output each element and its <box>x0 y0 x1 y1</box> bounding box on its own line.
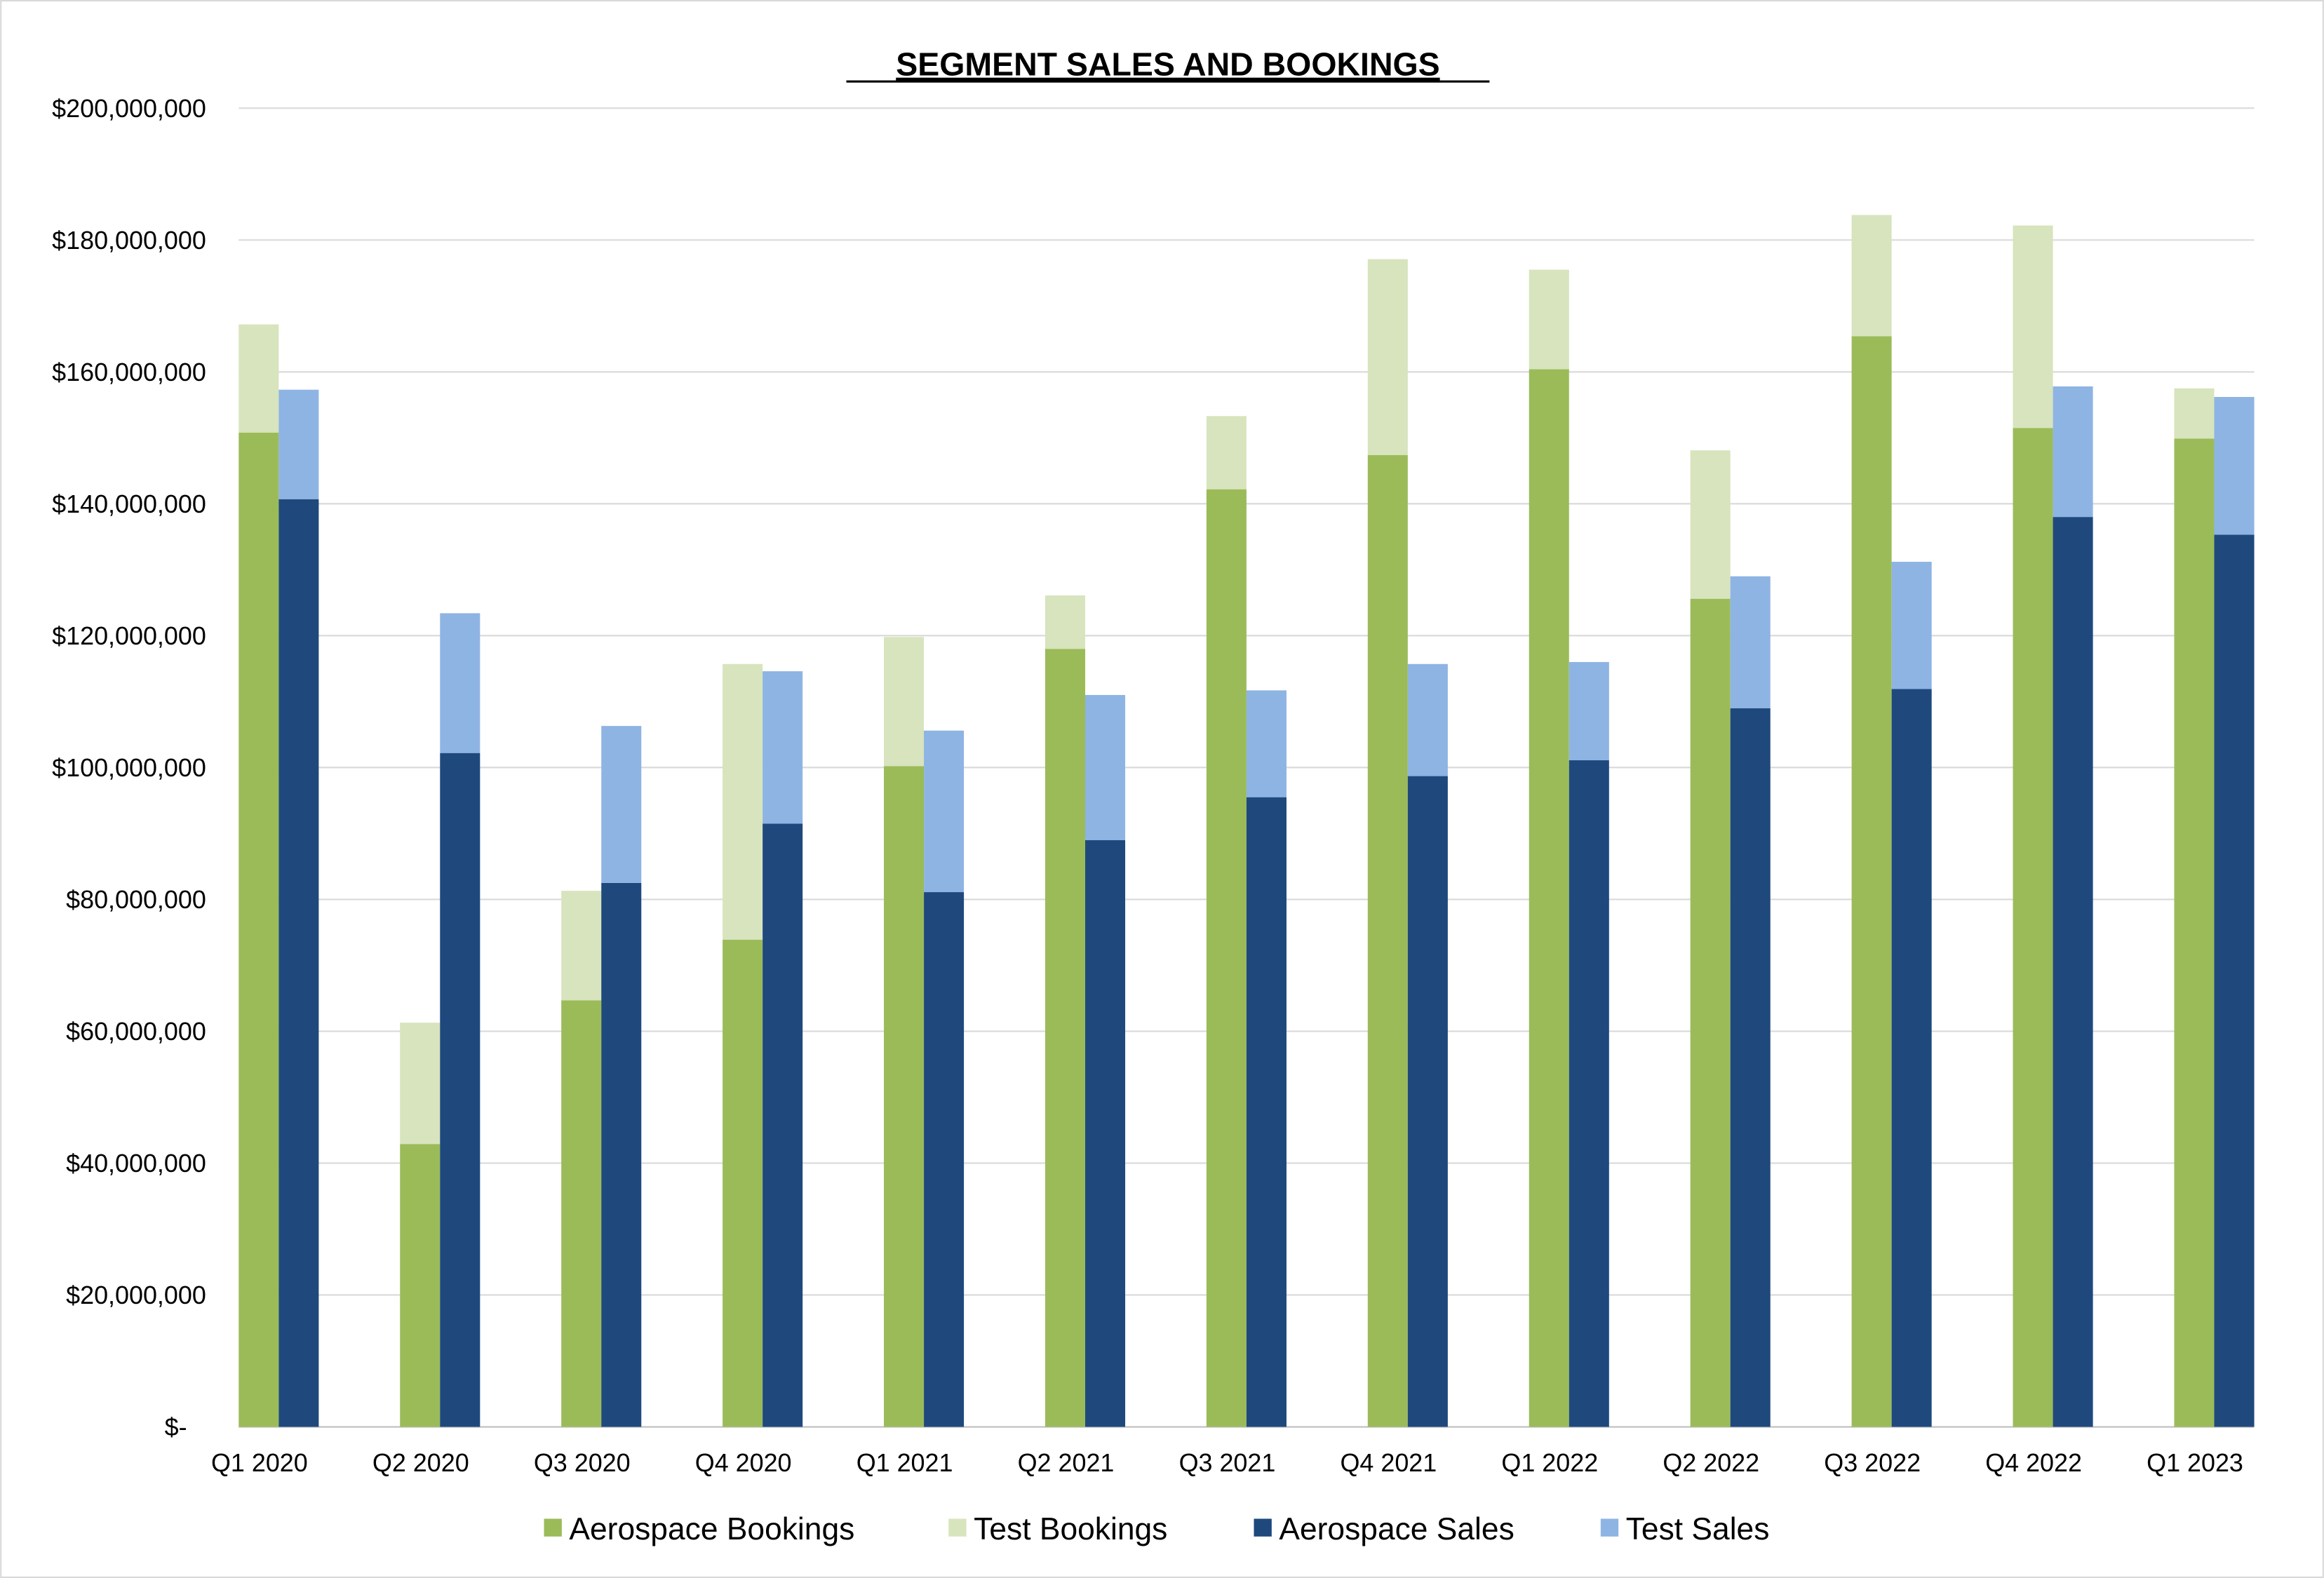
legend-item: Test Sales <box>1600 1512 1770 1546</box>
bar-aerospace-bookings <box>1690 598 1731 1427</box>
bar-aerospace-sales <box>601 882 642 1427</box>
bar-test-sales <box>1084 694 1126 840</box>
bar-test-bookings <box>2174 388 2215 439</box>
bar-test-bookings <box>1690 450 1731 599</box>
y-axis-tick-labels: $- $20,000,000 $40,000,000 $60,000,000 $80,0… <box>52 94 206 1441</box>
bar-aerospace-sales <box>1569 760 1609 1427</box>
bar-test-sales <box>278 389 319 499</box>
bar-aerospace-sales <box>1891 689 1932 1427</box>
bar-aerospace-bookings <box>239 432 279 1427</box>
legend-swatch <box>948 1518 967 1537</box>
bar-test-bookings <box>1529 269 1569 370</box>
x-tick-label: Q3 2021 <box>1179 1448 1276 1477</box>
legend-item: Aerospace Bookings <box>544 1512 854 1546</box>
bar-test-bookings <box>1206 416 1247 490</box>
bar-aerospace-bookings <box>561 1000 602 1427</box>
bars <box>239 215 2255 1427</box>
legend-item: Test Bookings <box>948 1512 1167 1546</box>
bar-aerospace-sales <box>2214 534 2255 1427</box>
bar-test-bookings <box>1851 215 1892 337</box>
bar-aerospace-bookings <box>1529 369 1569 1427</box>
y-tick-label: $40,000,000 <box>66 1149 206 1178</box>
bar-aerospace-sales <box>763 823 803 1427</box>
x-tick-label: Q1 2020 <box>211 1448 308 1477</box>
y-tick-label: $80,000,000 <box>66 885 206 914</box>
bar-aerospace-sales <box>924 892 965 1427</box>
bar-aerospace-bookings <box>2174 438 2215 1427</box>
bar-test-sales <box>1891 562 1932 689</box>
x-tick-label: Q1 2023 <box>2147 1448 2243 1477</box>
x-tick-label: Q4 2020 <box>695 1448 792 1477</box>
bar-test-sales <box>1407 663 1448 776</box>
legend-label: Test Bookings <box>974 1512 1167 1546</box>
bar-aerospace-sales <box>1246 797 1287 1427</box>
bar-aerospace-bookings <box>1367 454 1408 1427</box>
x-tick-label: Q2 2021 <box>1018 1448 1115 1477</box>
y-tick-label: $20,000,000 <box>66 1281 206 1309</box>
bar-test-sales <box>440 613 481 753</box>
x-tick-label: Q3 2022 <box>1824 1448 1921 1477</box>
x-tick-label: Q4 2021 <box>1341 1448 1437 1477</box>
bar-test-sales <box>1569 661 1609 761</box>
bar-test-bookings <box>2013 225 2053 429</box>
bar-aerospace-bookings <box>723 939 763 1427</box>
x-tick-label: Q1 2022 <box>1501 1448 1598 1477</box>
bar-aerospace-sales <box>1407 776 1448 1427</box>
bar-aerospace-bookings <box>1851 336 1892 1427</box>
bar-test-bookings <box>1045 595 1085 649</box>
chart-title: SEGMENT SALES AND BOOKINGS <box>896 46 1439 83</box>
bar-test-bookings <box>1367 259 1408 455</box>
y-tick-label: $160,000,000 <box>52 358 206 386</box>
x-tick-label: Q2 2022 <box>1663 1448 1759 1477</box>
bar-aerospace-sales <box>2053 517 2093 1427</box>
y-tick-label: $100,000,000 <box>52 753 206 782</box>
y-tick-label: $140,000,000 <box>52 490 206 518</box>
bar-test-sales <box>763 671 803 824</box>
bar-aerospace-bookings <box>884 766 925 1427</box>
legend-label: Aerospace Sales <box>1279 1512 1514 1546</box>
legend-item: Aerospace Sales <box>1254 1512 1514 1546</box>
y-tick-label: $60,000,000 <box>66 1017 206 1046</box>
y-tick-label: $120,000,000 <box>52 621 206 650</box>
bar-test-sales <box>1246 690 1287 797</box>
bar-aerospace-bookings <box>1045 649 1085 1427</box>
x-tick-label: Q1 2021 <box>857 1448 953 1477</box>
legend-label: Test Sales <box>1626 1512 1770 1546</box>
bar-test-sales <box>2053 386 2093 518</box>
bar-test-sales <box>924 730 965 893</box>
y-tick-label: $180,000,000 <box>52 226 206 255</box>
y-tick-label: $200,000,000 <box>52 94 206 123</box>
bar-test-bookings <box>723 663 763 940</box>
bar-aerospace-sales <box>440 753 481 1427</box>
bar-aerospace-sales <box>1084 839 1126 1427</box>
legend-swatch <box>1600 1518 1619 1537</box>
bar-test-bookings <box>561 891 602 1001</box>
bar-test-sales <box>601 726 642 883</box>
x-tick-label: Q4 2022 <box>1985 1448 2082 1477</box>
y-tick-label: $- <box>165 1412 187 1441</box>
x-tick-label: Q3 2020 <box>534 1448 631 1477</box>
bar-aerospace-sales <box>278 499 319 1427</box>
legend-label: Aerospace Bookings <box>569 1512 854 1546</box>
bar-test-sales <box>1730 576 1771 708</box>
bar-test-bookings <box>884 637 925 767</box>
x-axis-tick-labels: Q1 2020 Q2 2020 Q3 2020 Q4 2020 Q1 2021 Q2 20… <box>211 1448 2243 1477</box>
bar-test-bookings <box>239 324 279 433</box>
legend: Aerospace Bookings Test Bookings Aerospace… <box>544 1512 1770 1546</box>
legend-swatch <box>1254 1518 1272 1537</box>
bar-aerospace-bookings <box>1206 489 1247 1427</box>
bar-aerospace-sales <box>1730 708 1771 1427</box>
bar-aerospace-bookings <box>2013 428 2053 1427</box>
bar-test-bookings <box>400 1023 441 1145</box>
legend-swatch <box>544 1518 562 1537</box>
bar-test-sales <box>2214 397 2255 535</box>
bar-aerospace-bookings <box>400 1144 441 1427</box>
x-tick-label: Q2 2020 <box>372 1448 469 1477</box>
